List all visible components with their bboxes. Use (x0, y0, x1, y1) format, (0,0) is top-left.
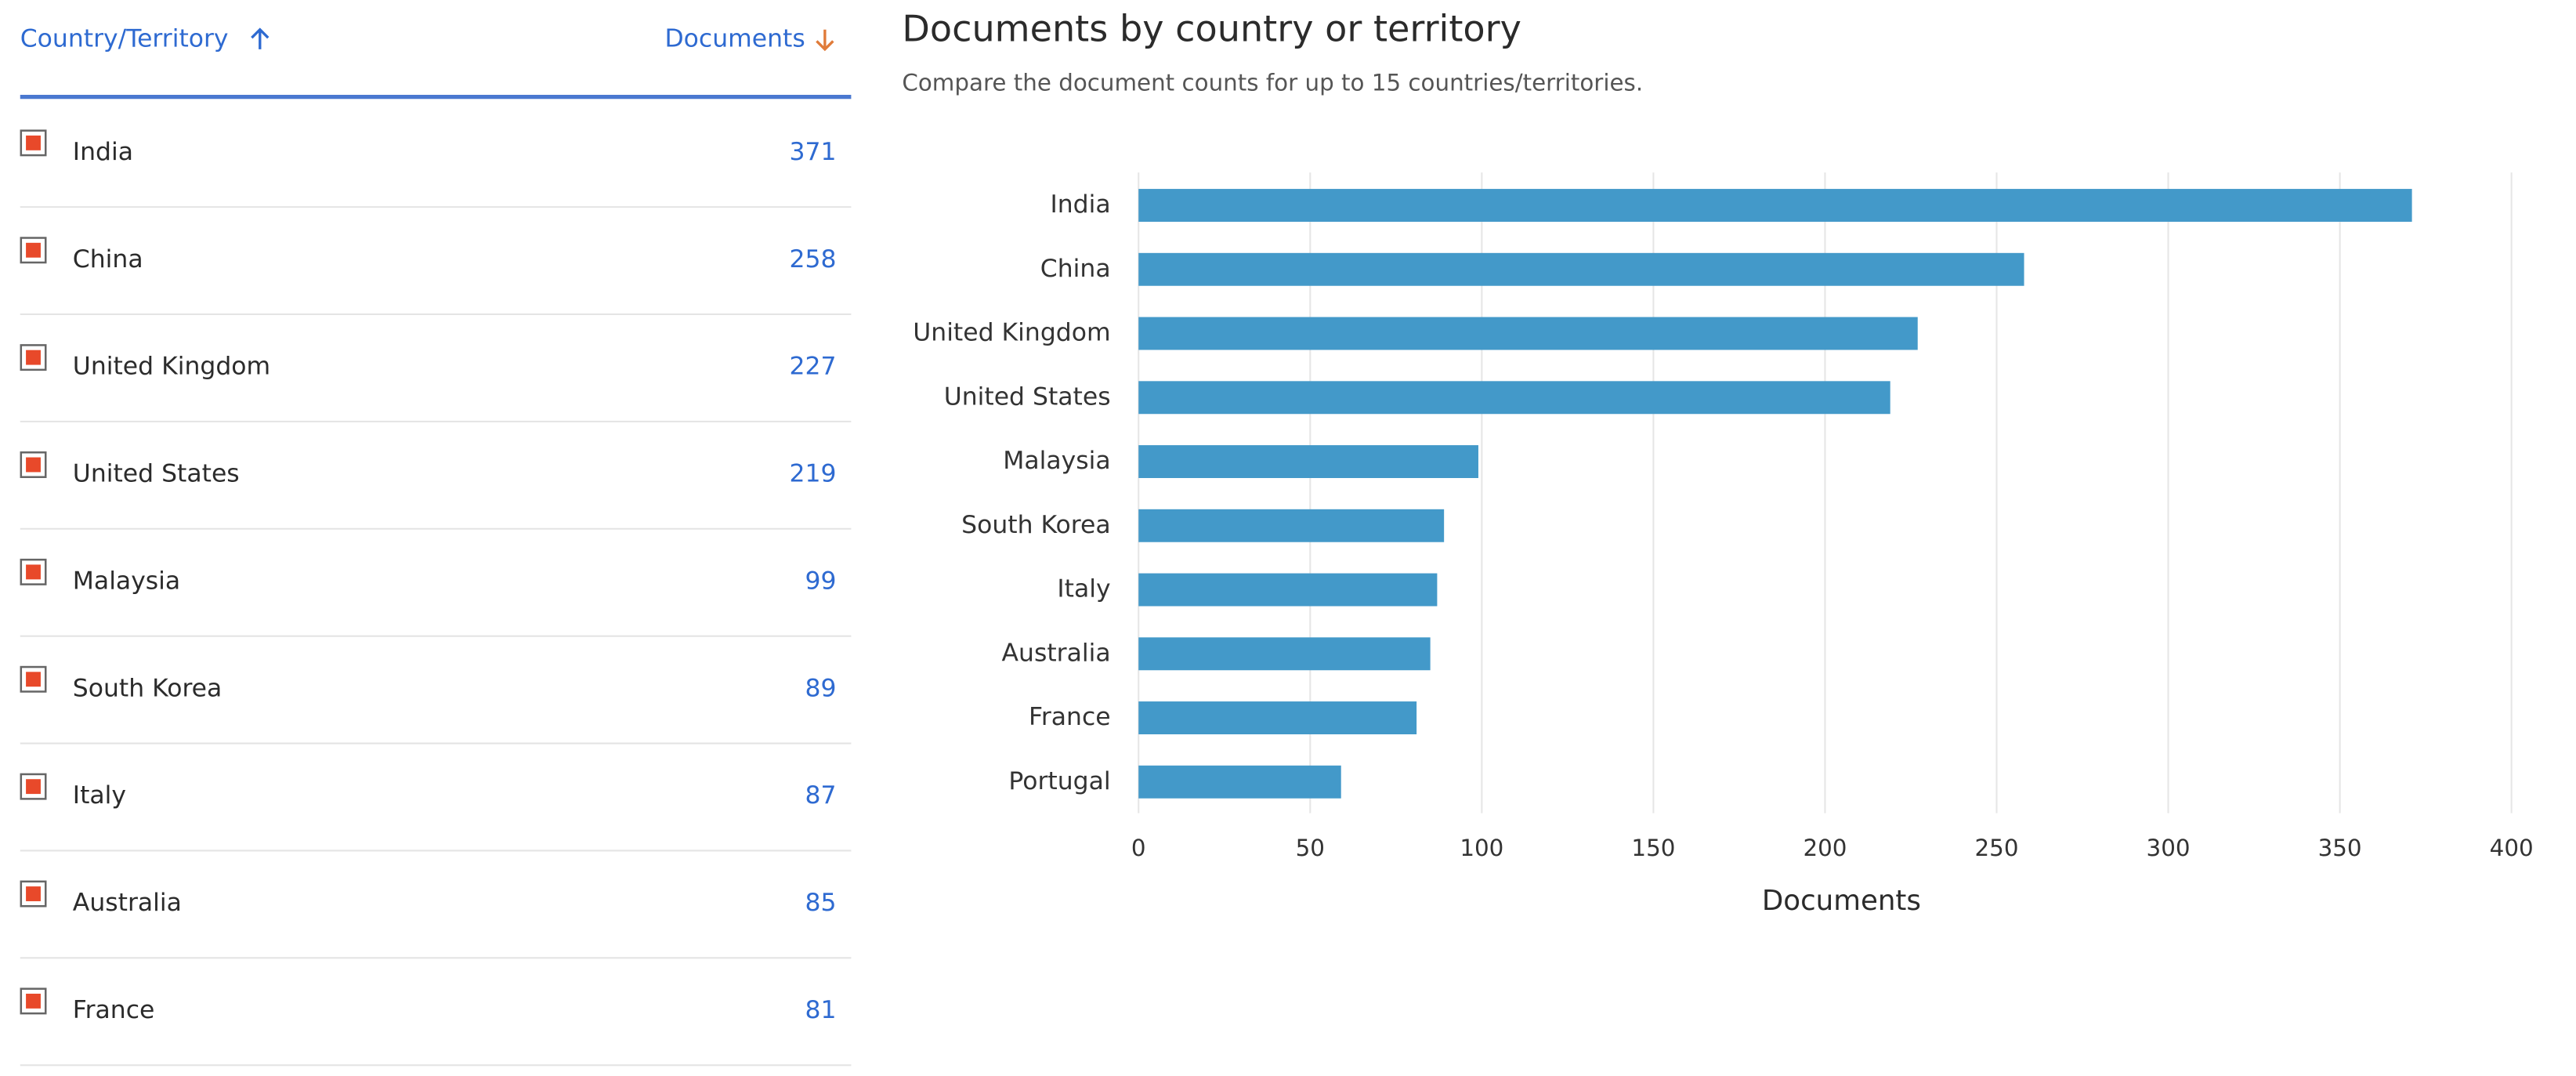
document-count[interactable]: 89 (805, 674, 837, 702)
document-count[interactable]: 99 (805, 567, 837, 595)
checkbox-fill[interactable] (26, 350, 41, 365)
country-name: United Kingdom (73, 353, 270, 381)
y-tick-label: United States (944, 382, 1111, 411)
y-tick-label: United Kingdom (913, 319, 1110, 347)
y-tick-label: Portugal (1008, 767, 1110, 795)
country-name: India (73, 138, 133, 166)
x-tick-label: 400 (2490, 835, 2534, 861)
column-header[interactable]: Documents (664, 24, 805, 53)
document-count[interactable]: 219 (790, 460, 837, 488)
bar[interactable] (1138, 381, 1890, 415)
country-name: France (73, 996, 155, 1024)
x-tick-label: 100 (1460, 835, 1503, 861)
checkbox-fill[interactable] (26, 672, 41, 687)
checkbox-fill[interactable] (26, 993, 41, 1009)
x-tick-label: 50 (1296, 835, 1325, 861)
y-tick-label: India (1050, 190, 1110, 219)
chart-title: Documents by country or territory (902, 7, 1521, 49)
country-name: Italy (73, 781, 126, 810)
x-tick-label: 350 (2318, 835, 2362, 861)
x-axis-label: Documents (1762, 885, 1921, 917)
bar[interactable] (1138, 765, 1341, 799)
document-count[interactable]: 81 (805, 996, 837, 1024)
y-tick-label: Malaysia (1003, 447, 1110, 475)
chart-subtitle: Compare the document counts for up to 15… (902, 69, 1643, 96)
y-tick-label: France (1029, 703, 1111, 731)
y-tick-label: Italy (1057, 575, 1110, 603)
y-tick-label: China (1040, 255, 1111, 283)
y-tick-label: Australia (1002, 639, 1111, 667)
sort-up-icon[interactable] (251, 27, 270, 49)
x-tick-label: 150 (1631, 835, 1675, 861)
checkbox-fill[interactable] (26, 886, 41, 901)
country-name: China (73, 245, 143, 274)
document-count[interactable]: 258 (790, 245, 837, 274)
bar[interactable] (1138, 317, 1918, 350)
sort-down-icon[interactable] (816, 29, 834, 52)
x-tick-label: 300 (2147, 835, 2191, 861)
country-name: Australia (73, 889, 182, 917)
bar[interactable] (1138, 252, 2024, 286)
x-tick-label: 250 (1975, 835, 2019, 861)
checkbox-fill[interactable] (26, 242, 41, 258)
bar[interactable] (1138, 509, 1445, 542)
checkbox-fill[interactable] (26, 564, 41, 580)
document-count[interactable]: 371 (790, 138, 837, 166)
x-tick-label: 200 (1803, 835, 1847, 861)
y-tick-label: South Korea (961, 511, 1110, 539)
country-name: South Korea (73, 674, 222, 702)
checkbox-fill[interactable] (26, 135, 41, 150)
checkbox-fill[interactable] (26, 457, 41, 473)
checkbox-fill[interactable] (26, 779, 41, 795)
document-count[interactable]: 227 (790, 353, 837, 381)
document-count[interactable]: 87 (805, 781, 837, 810)
bar[interactable] (1138, 445, 1478, 478)
x-tick-label: 0 (1131, 835, 1146, 861)
bar[interactable] (1138, 189, 2412, 222)
bar[interactable] (1138, 701, 1417, 734)
country-name: United States (73, 460, 240, 488)
document-count[interactable]: 85 (805, 889, 837, 917)
country-name: Malaysia (73, 567, 180, 595)
checkbox[interactable] (20, 773, 47, 800)
bar[interactable] (1138, 573, 1438, 607)
bar[interactable] (1138, 637, 1431, 671)
column-header[interactable]: Country/Territory (20, 24, 229, 53)
